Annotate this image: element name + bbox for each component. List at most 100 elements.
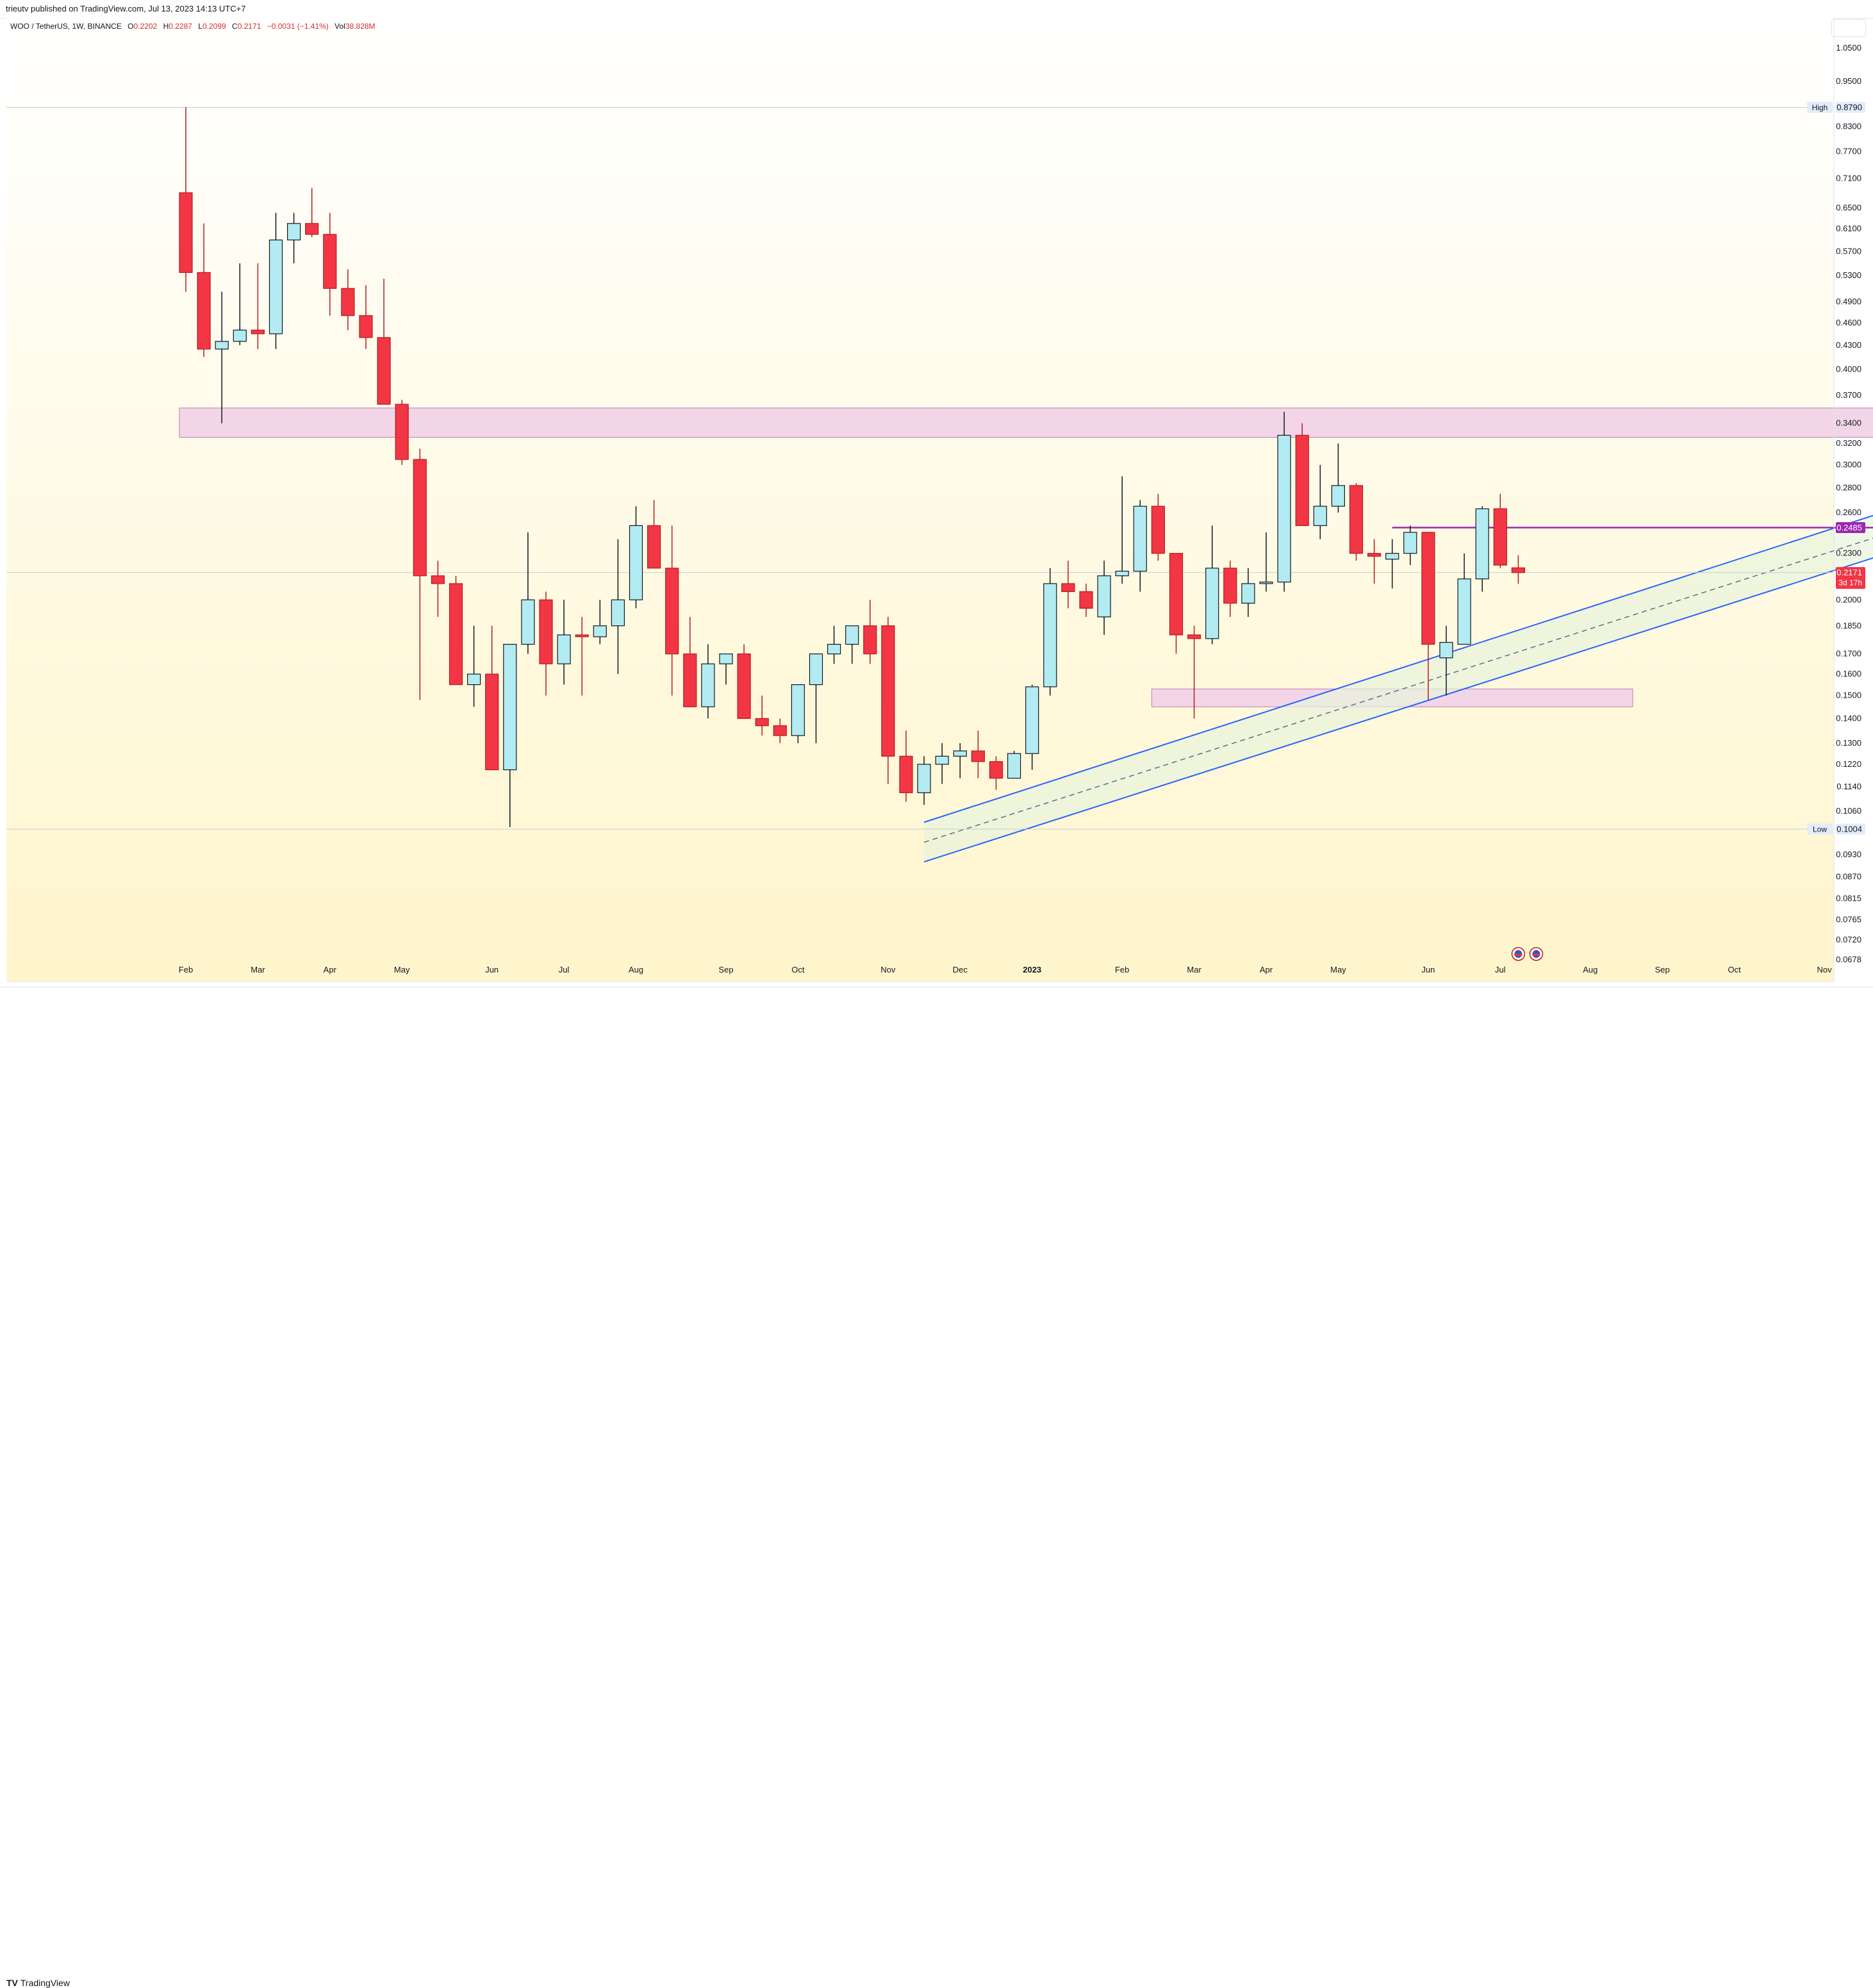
candle-body: [1259, 581, 1273, 584]
candle-body: [701, 663, 715, 707]
candle-up: [809, 653, 823, 743]
time-tick-label: Jul: [559, 965, 570, 974]
candle-up: [1025, 684, 1039, 770]
candle-body: [1385, 553, 1399, 560]
channel-mid-line: [923, 538, 1873, 843]
low-label: L: [198, 22, 202, 31]
candle-up: [503, 644, 517, 828]
channel-lower-line: [923, 557, 1873, 863]
candle-down: [647, 500, 661, 569]
candle-up: [1043, 568, 1057, 696]
price-tick-label: 0.9500: [1836, 76, 1861, 86]
candle-down: [539, 591, 553, 696]
candle-down: [377, 279, 391, 405]
candle-up: [1133, 500, 1147, 592]
candle-up: [1457, 553, 1471, 645]
low-badge-box: [1836, 823, 1865, 835]
high-badge-box: [1836, 102, 1865, 113]
tradingview-logo[interactable]: TV TradingView: [6, 1978, 70, 1988]
chart-settings-button[interactable]: [1831, 19, 1866, 37]
time-tick-label: May: [1330, 965, 1346, 974]
time-tick-label: Aug: [1583, 965, 1597, 974]
symbol-title[interactable]: WOO / TetherUS, 1W, BINANCE: [10, 22, 122, 31]
candle-body: [1241, 583, 1255, 604]
time-tick-label: Mar: [251, 965, 265, 974]
time-tick-label: Oct: [1728, 965, 1741, 974]
candle-body: [809, 653, 823, 686]
vol-label: Vol: [334, 22, 345, 31]
time-tick-label: May: [394, 965, 410, 974]
candle-down: [1223, 561, 1237, 617]
candle-body: [1367, 553, 1382, 557]
high-badge: 0.8790: [1836, 102, 1865, 113]
candle-body: [1223, 568, 1237, 604]
time-tick-label: 2023: [1023, 965, 1041, 974]
high-badge-value: 0.8790: [1836, 103, 1862, 112]
candle-body: [1205, 568, 1219, 639]
candle-up: [827, 625, 841, 664]
time-tick-label: Mar: [1187, 965, 1201, 974]
candle-up: [1097, 561, 1111, 635]
price-tick-label: 0.0930: [1836, 850, 1861, 859]
high-label: H: [163, 22, 169, 31]
candle-up: [845, 625, 859, 664]
close-label: C: [232, 22, 238, 31]
price-tick-label: 0.1500: [1836, 691, 1861, 700]
tradingview-brand: TradingView: [20, 1978, 70, 1988]
candle-down: [665, 525, 679, 696]
candle-body: [466, 673, 481, 686]
candle-down: [305, 188, 319, 238]
last-price-badge-value: 0.2171: [1836, 568, 1862, 577]
open-label: O: [128, 22, 134, 31]
price-tick-label: 0.0870: [1836, 872, 1861, 882]
last-price-badge-box: [1836, 567, 1865, 589]
candle-body: [647, 525, 661, 569]
candle-body: [1025, 686, 1039, 754]
channel-upper-line: [923, 514, 1873, 823]
candle-body: [413, 459, 427, 577]
candle-body: [575, 634, 589, 637]
time-tick-label: Apr: [1260, 965, 1273, 974]
price-tick-label: 0.7100: [1836, 173, 1861, 183]
candle-up: [917, 756, 931, 805]
candle-down: [395, 399, 409, 465]
candle-up: [1439, 625, 1453, 696]
candle-down: [1295, 423, 1309, 527]
price-tick-label: 0.4300: [1836, 340, 1861, 350]
candle-body: [215, 341, 229, 350]
candle-up: [215, 292, 229, 423]
candle-down: [251, 263, 265, 349]
bottom-bar: TV TradingView: [0, 987, 1873, 1988]
candle-body: [1313, 505, 1327, 527]
candle-body: [737, 653, 751, 719]
price-chart: 1.0500 0.9500 0.8300 0.7700 0.7100 0.6500 0.61…: [6, 18, 1873, 982]
candle-body: [431, 575, 445, 584]
low-tag-label: Low: [1813, 825, 1827, 834]
candle-body: [1187, 634, 1201, 639]
candle-up: [557, 600, 571, 685]
price-tick-label: 0.2300: [1836, 548, 1861, 558]
channel-fill: [924, 515, 1873, 862]
time-axis: Feb Mar Apr May Jun Jul Aug Sep Oct Nov Dec 2023 Feb…: [6, 965, 1834, 982]
candle-up: [1403, 525, 1417, 566]
candle-down: [989, 756, 1003, 790]
candle-down: [737, 644, 751, 719]
price-tick-label: 0.0765: [1836, 914, 1861, 924]
candle-body: [773, 725, 787, 736]
chart-pane[interactable]: [6, 18, 1834, 982]
low-value: 0.2099: [202, 22, 226, 31]
candle-body: [953, 750, 967, 757]
candle-body: [1493, 508, 1507, 566]
high-tag: High: [1807, 102, 1833, 113]
time-tick-label: Apr: [324, 965, 337, 974]
candle-up: [1259, 532, 1273, 592]
candle-up: [719, 653, 733, 685]
candle-down: [323, 213, 337, 316]
low-badge-value: 0.1004: [1836, 825, 1862, 834]
price-tick-label: 0.1300: [1836, 738, 1861, 748]
time-tick-label: Sep: [718, 965, 733, 974]
high-tag-label: High: [1812, 103, 1828, 112]
candle-body: [197, 272, 211, 350]
candle-up: [466, 625, 481, 707]
time-tick-label: Nov: [880, 965, 896, 974]
